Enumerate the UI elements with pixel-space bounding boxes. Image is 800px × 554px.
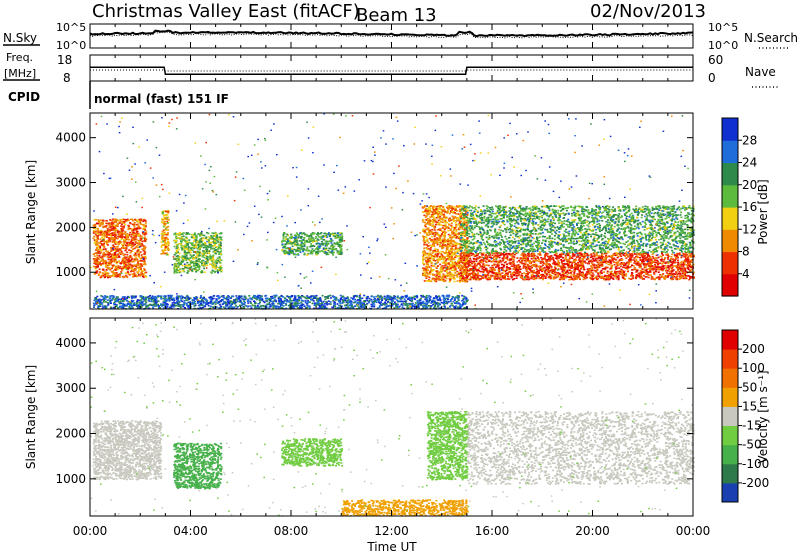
cpid-label: CPID [8,90,40,104]
freq-label-line1: Freq. [6,51,33,64]
power-data-layer [90,113,695,311]
velocity-colorbar-tick-label: 100 [742,361,765,375]
xtick-label: 00:00 [676,524,711,538]
beam-title: Beam 13 [356,5,437,26]
xtick-label: 00:00 [73,524,108,538]
velocity-ytick-label: 3000 [55,381,86,395]
nsearch-tick-bottom: 10^0 [708,39,738,52]
velocity-colorbar-swatch [722,425,738,446]
vel-data-region-2 [281,438,344,467]
nsearch-series-line [89,31,694,39]
xtick-label: 16:00 [475,524,510,538]
nsky-tick-bottom: 10^0 [56,39,86,52]
power-data-region-3 [281,231,344,256]
power-panel [89,112,695,311]
date-title: 02/Nov/2013 [590,1,706,22]
velocity-colorbar-tick-label: -15 [742,419,762,433]
nsearch-tick-top: 10^5 [708,21,738,34]
velocity-panel [89,317,695,517]
power-data-region-2 [173,231,223,274]
power-colorbar-tick-label: 20 [742,178,757,192]
velocity-ylabel: Slant Range [km] [24,365,38,469]
velocity-colorbar-swatch [722,406,738,426]
velocity-colorbar-swatch [722,387,738,407]
velocity-colorbar-tick-label: -100 [742,457,769,471]
velocity-ytick-label: 1000 [55,472,86,486]
nave-series-line [90,69,693,72]
velocity-colorbar-swatch [722,349,738,369]
nsky-label: N.Sky [3,31,37,45]
velocity-colorbar-swatch [722,368,738,388]
vel-data-region-1 [173,442,223,490]
velocity-ytick-label: 2000 [55,427,86,441]
power-data-region-1 [160,209,170,256]
freq-tick-bottom: 8 [63,71,71,85]
power-colorbar-swatch [722,207,738,230]
vel-data-noise [90,318,695,517]
power-data-noise [90,113,691,311]
vel-data-region-4 [341,499,469,517]
nsky-series-line [89,29,694,38]
power-data-region-5 [421,205,469,283]
velocity-colorbar-tick-label: 50 [742,380,757,394]
power-colorbar-tick-label: 28 [742,133,757,147]
freq-tick-top: 18 [57,53,72,67]
power-colorbar-tick-label: 8 [742,245,750,259]
power-colorbar-tick-label: 12 [742,222,757,236]
power-colorbar-label: Power [dB] [756,179,770,244]
velocity-colorbar-tick-label: -200 [742,476,769,490]
xtick-label: 08:00 [274,524,309,538]
xtick-label: 04:00 [173,524,208,538]
nave-tick-top: 60 [708,53,723,67]
power-colorbar-swatch [722,229,738,253]
vel-data-region-3 [426,411,469,481]
velocity-colorbar-label: Velocity [m s⁻¹] [756,370,770,463]
velocity-colorbar-swatch [722,444,738,465]
power-data-region-4 [92,294,469,310]
power-colorbar-swatch [722,251,738,275]
nave-label: Nave [745,65,776,79]
velocity-colorbar-swatch [722,463,738,484]
velocity-colorbar-swatch [722,330,738,350]
power-ytick-label: 4000 [55,131,86,145]
power-colorbar-swatch [722,162,738,186]
power-ytick-label: 3000 [55,176,86,190]
power-colorbar-tick-label: 16 [742,200,757,214]
velocity-colorbar-tick-label: -50 [742,438,762,452]
velocity-colorbar: 200 100 50 15 -15 -50 -100 -200 [721,329,769,503]
velocity-colorbar-tick-label: 200 [742,342,765,356]
freq-series-line [90,66,693,75]
xaxis-label: Time UT [366,540,417,554]
power-colorbar-swatch [722,184,738,208]
velocity-colorbar-frame [721,329,739,503]
power-ytick-label: 2000 [55,220,86,234]
nsearch-label: N.Search [744,31,798,45]
power-colorbar-tick-label: 4 [742,267,750,281]
axes-layer: 4000 3000 2000 1000 4000 3000 2000 1000 00:00 04:… [55,24,710,538]
vel-data-region-0 [92,420,163,481]
station-title: Christmas Valley East (fitACF) [92,1,360,22]
power-ytick-label: 1000 [55,265,86,279]
velocity-data-layer [90,318,695,517]
power-colorbar-swatch [722,140,738,164]
power-data-region-7 [459,205,695,254]
power-panel-background [90,113,693,309]
power-ylabel: Slant Range [km] [24,160,38,264]
xtick-label: 12:00 [374,524,409,538]
velocity-colorbar-tick-label: 15 [742,399,757,413]
power-colorbar: 28 24 20 16 12 8 4 [721,117,757,297]
nsky-tick-top: 10^5 [56,21,86,34]
power-colorbar-swatch [722,273,738,297]
power-data-region-0 [92,218,148,279]
freq-label-line2: [MHz] [4,67,36,80]
xtick-label: 20:00 [575,524,610,538]
power-colorbar-tick-label: 24 [742,156,757,170]
velocity-colorbar-swatch [722,482,738,503]
velocity-ytick-label: 4000 [55,336,86,350]
cpid-text: normal (fast) 151 IF [94,92,229,106]
nave-tick-bottom: 0 [708,71,716,85]
power-colorbar-swatch [722,118,738,141]
